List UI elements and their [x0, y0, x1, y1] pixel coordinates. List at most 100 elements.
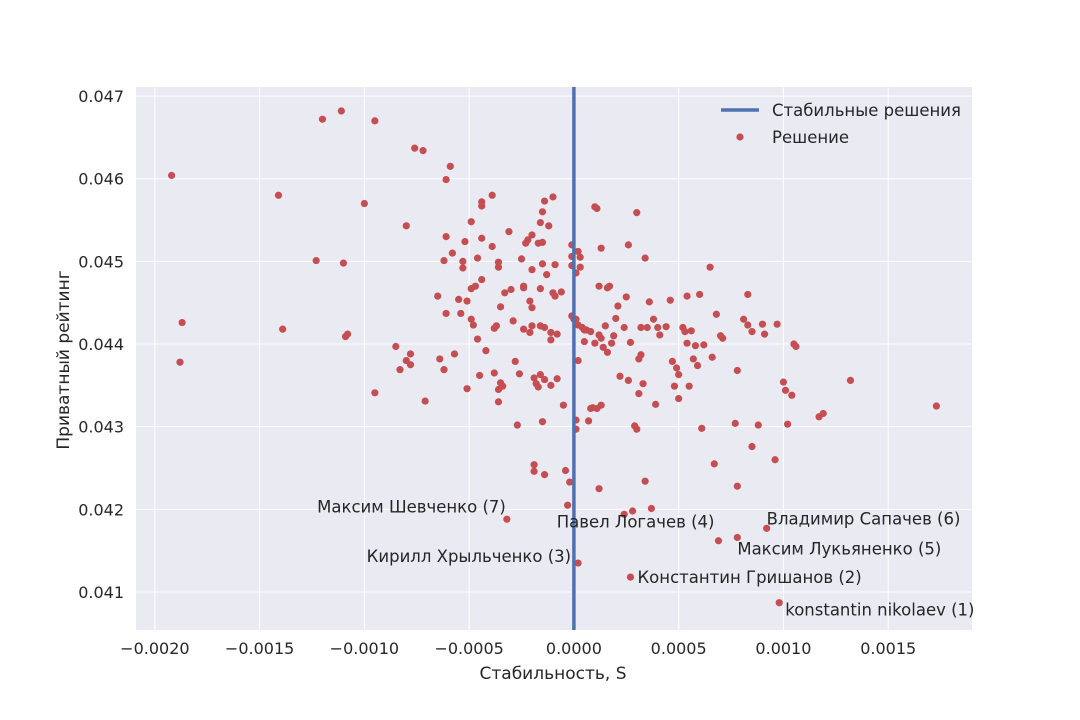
data-point: [643, 323, 651, 332]
data-point: [513, 421, 521, 429]
data-point: [652, 400, 660, 408]
data-point: [455, 295, 463, 304]
data-point: [574, 356, 582, 365]
data-point: [492, 322, 500, 330]
data-point: [696, 290, 704, 299]
data-points: [168, 107, 940, 607]
data-point: [639, 380, 647, 388]
data-point: [574, 247, 582, 256]
data-point: [597, 401, 605, 409]
data-point: [788, 391, 796, 399]
data-point: [599, 343, 607, 351]
data-point: [538, 418, 547, 426]
data-point: [819, 409, 827, 418]
data-point: [488, 242, 496, 251]
y-tick-label: 0.043: [78, 418, 124, 437]
data-point: [595, 485, 603, 493]
data-point: [683, 292, 691, 300]
point-annotation: Павел Логачев (4): [557, 513, 715, 532]
data-point: [547, 336, 555, 344]
data-point: [691, 342, 700, 350]
legend-label-marker: Решение: [772, 128, 849, 147]
data-point: [471, 282, 480, 290]
data-point: [637, 351, 645, 359]
data-point: [406, 361, 415, 369]
data-point: [499, 382, 507, 390]
data-point: [683, 339, 691, 347]
data-point: [176, 358, 184, 366]
y-tick-label: 0.047: [78, 87, 124, 106]
data-point: [549, 193, 557, 201]
data-point: [614, 302, 622, 310]
data-point: [503, 515, 511, 523]
y-axis-label: Приватный рейтинг: [54, 270, 74, 449]
data-point: [616, 372, 624, 380]
data-point: [440, 256, 448, 265]
data-point: [624, 376, 632, 385]
data-point: [760, 330, 769, 338]
data-point: [459, 264, 467, 272]
data-point: [538, 208, 547, 216]
data-point: [649, 315, 658, 323]
data-point: [536, 371, 544, 379]
grid-lines: [136, 87, 972, 630]
data-point: [754, 421, 762, 429]
point-annotation: Константин Гришанов (2): [637, 568, 861, 587]
data-point: [706, 263, 714, 271]
data-point: [675, 371, 683, 379]
data-point: [496, 303, 505, 311]
data-point: [779, 378, 788, 386]
data-point: [605, 282, 614, 290]
data-point: [597, 334, 605, 342]
data-point: [528, 231, 536, 239]
data-point: [608, 339, 616, 347]
data-point: [773, 320, 781, 328]
data-point: [421, 397, 429, 405]
legend-marker-swatch: [736, 133, 744, 141]
data-point: [733, 482, 741, 490]
point-annotation: konstantin nikolaev (1): [785, 601, 974, 620]
data-point: [490, 369, 498, 377]
x-tick-label: 0.0005: [651, 639, 707, 658]
data-point: [337, 107, 345, 115]
y-axis-ticks: 0.041 0.042 0.043 0.044 0.045 0.046 0.047: [78, 87, 124, 602]
data-point: [467, 315, 475, 323]
data-point: [641, 477, 649, 485]
data-point: [463, 297, 471, 305]
y-tick-label: 0.042: [78, 500, 124, 519]
data-point: [628, 507, 637, 515]
data-point: [434, 292, 442, 300]
data-point: [647, 504, 656, 513]
data-point: [540, 471, 549, 479]
data-point: [580, 337, 588, 346]
data-point: [517, 255, 526, 263]
y-tick-label: 0.044: [78, 335, 124, 354]
point-annotation: Владимир Сапачев (6): [767, 509, 961, 528]
data-point: [526, 328, 534, 337]
data-point: [478, 234, 486, 242]
data-point: [710, 460, 718, 468]
data-point: [540, 323, 549, 332]
data-point: [781, 386, 790, 394]
data-point: [442, 175, 450, 184]
point-annotation: Кирилл Хрыльченко (3): [367, 547, 571, 566]
data-point: [553, 375, 561, 383]
data-point: [744, 321, 752, 329]
data-point: [708, 353, 716, 361]
data-point: [719, 334, 727, 342]
data-point: [595, 282, 603, 290]
data-point: [551, 261, 559, 269]
x-tick-label: 0.0015: [860, 639, 916, 658]
data-point: [482, 347, 490, 355]
data-point: [591, 339, 599, 347]
data-point: [714, 537, 723, 545]
data-point: [733, 533, 741, 542]
data-point: [448, 249, 456, 257]
data-point: [656, 331, 664, 339]
data-point: [792, 342, 800, 351]
data-point: [574, 559, 582, 567]
data-point: [584, 417, 593, 425]
data-point: [457, 309, 465, 318]
data-point: [551, 292, 559, 300]
